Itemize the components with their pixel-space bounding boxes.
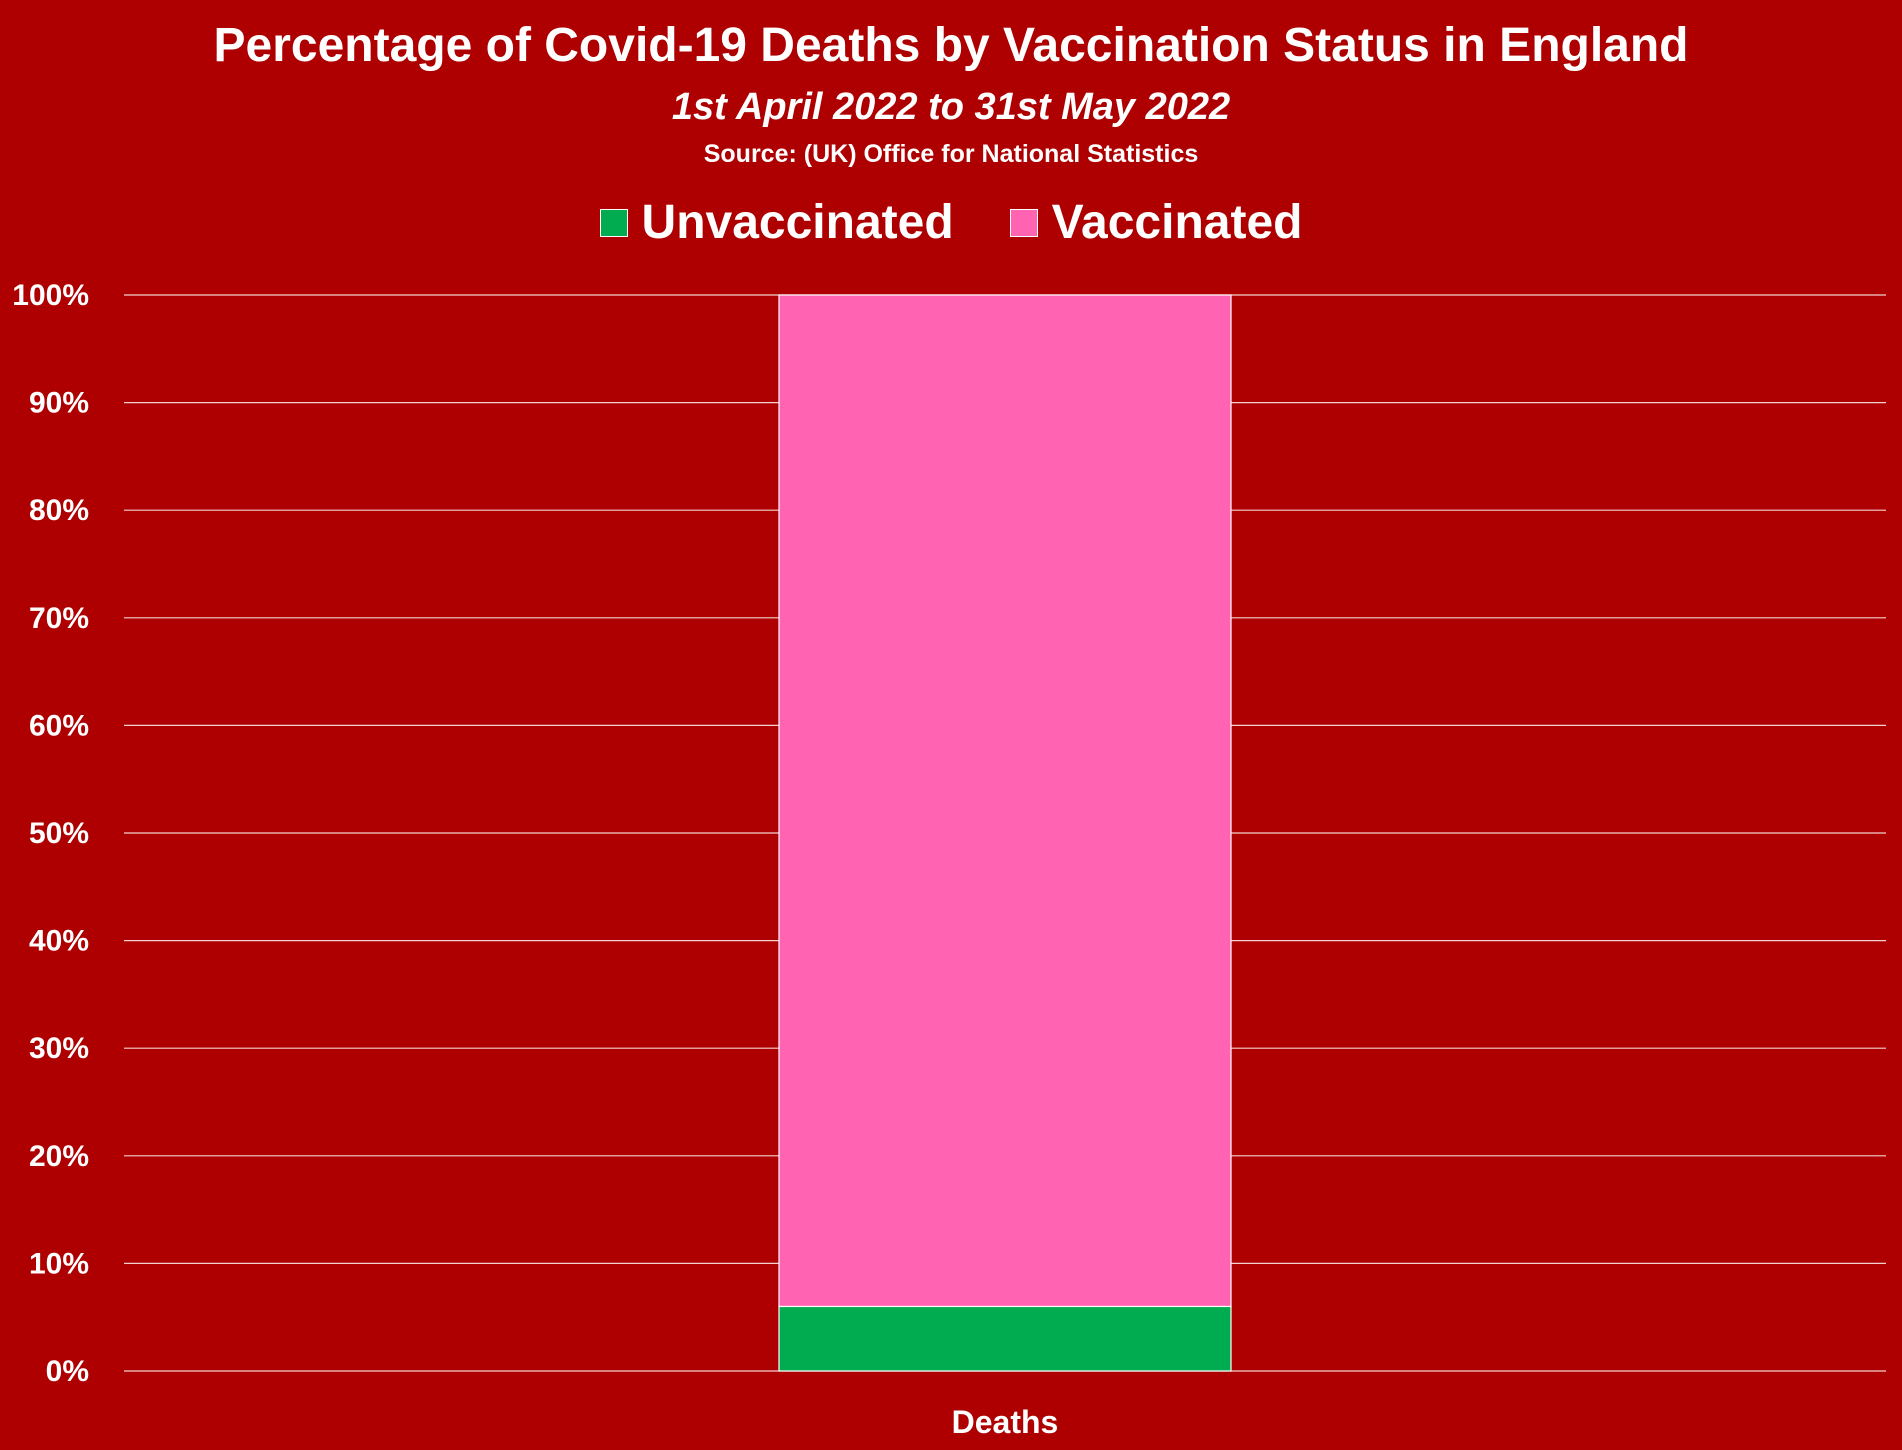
y-tick-label: 40% — [29, 925, 89, 958]
bar-segment-unvaccinated — [778, 1305, 1232, 1372]
y-tick-label: 10% — [29, 1247, 89, 1280]
legend-swatch-vaccinated — [1009, 209, 1038, 237]
y-tick-label: 0% — [46, 1355, 89, 1388]
y-tick-label: 50% — [29, 817, 89, 850]
chart-subtitle: 1st April 2022 to 31st May 2022 — [671, 86, 1231, 128]
y-tick-label: 100% — [12, 279, 89, 312]
legend-item-vaccinated: Vaccinated — [1009, 193, 1303, 253]
bar-segment-vaccinated — [778, 294, 1232, 1308]
y-tick-label: 20% — [29, 1140, 89, 1173]
x-tick-label: Deaths — [952, 1404, 1059, 1440]
y-tick-label: 60% — [29, 709, 89, 742]
y-tick-label: 30% — [29, 1032, 89, 1065]
y-tick-label: 70% — [29, 602, 89, 635]
legend: Unvaccinated Vaccinated — [0, 193, 1902, 253]
chart-title: Percentage of Covid-19 Deaths by Vaccina… — [213, 19, 1689, 72]
legend-item-unvaccinated: Unvaccinated — [599, 193, 954, 253]
y-tick-label: 90% — [29, 387, 89, 420]
legend-label-vaccinated: Vaccinated — [1051, 196, 1303, 249]
legend-swatch-unvaccinated — [599, 209, 628, 237]
y-tick-label: 80% — [29, 494, 89, 527]
chart-source: Source: (UK) Office for National Statist… — [703, 140, 1199, 168]
legend-label-unvaccinated: Unvaccinated — [641, 196, 954, 249]
